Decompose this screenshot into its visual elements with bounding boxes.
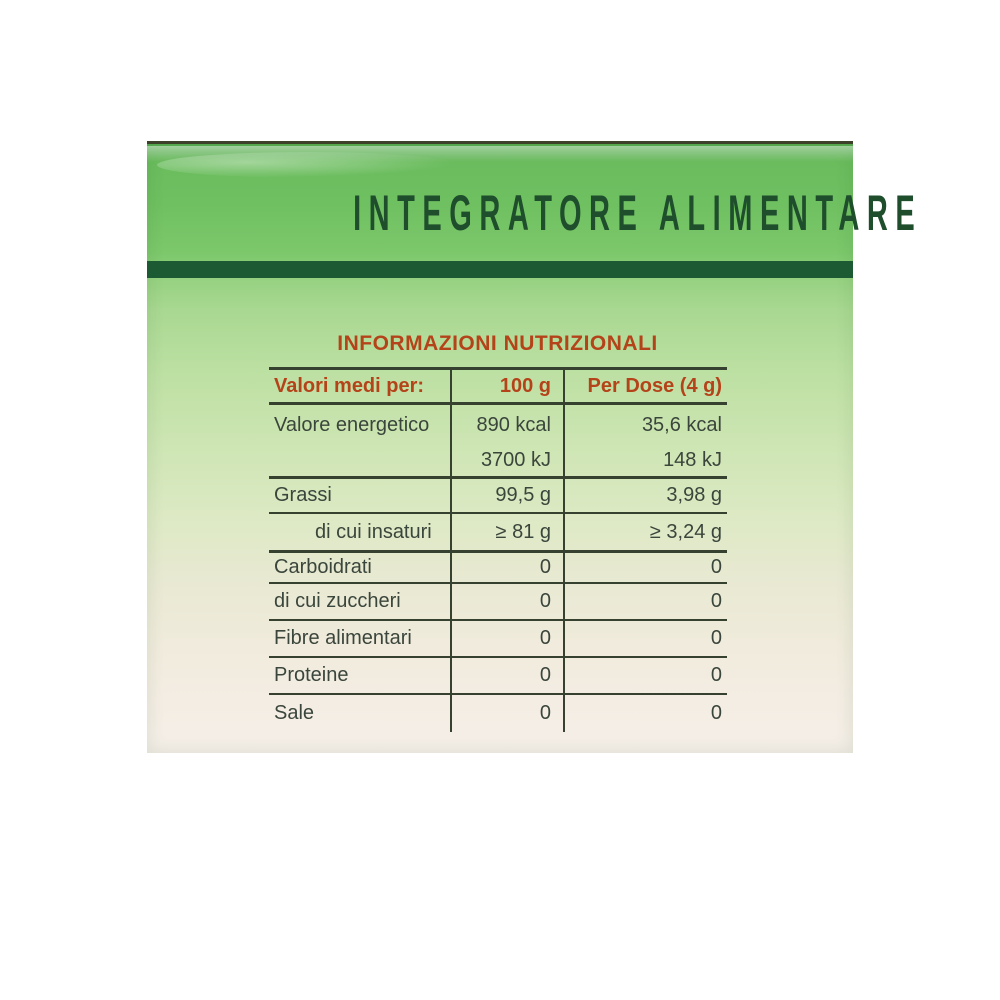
table-row-insaturi: di cui insaturi ≥ 81 g ≥ 3,24 g bbox=[269, 514, 727, 553]
row-per100: 890 kcal 3700 kJ bbox=[452, 405, 565, 476]
value-kj-100g: 3700 kJ bbox=[480, 449, 551, 471]
value-kj-dose: 148 kJ bbox=[663, 449, 722, 471]
row-dose: 0 bbox=[710, 702, 722, 724]
row-per100: 0 bbox=[452, 695, 565, 732]
gloss-highlight bbox=[157, 152, 457, 178]
row-dose: 3,98 g bbox=[666, 484, 722, 506]
row-label: Carboidrati bbox=[269, 553, 452, 582]
nutrition-table: Valori medi per: 100 g Per Dose (4 g) Va… bbox=[269, 367, 727, 732]
table-row-zuccheri: di cui zuccheri 0 0 bbox=[269, 584, 727, 621]
table-row-energy: Valore energetico 890 kcal 3700 kJ 35,6 … bbox=[269, 405, 727, 479]
row-per100: 0 bbox=[452, 584, 565, 619]
nutrition-section-title: INFORMAZIONI NUTRIZIONALI bbox=[337, 332, 658, 355]
gloss-highlight bbox=[147, 146, 853, 162]
header-per100: 100 g bbox=[452, 370, 565, 402]
page-title: INTEGRATORE ALIMENTARE bbox=[147, 188, 915, 238]
table-header-row: Valori medi per: 100 g Per Dose (4 g) bbox=[269, 370, 727, 405]
row-per100: 0 bbox=[452, 621, 565, 656]
row-dose: 0 bbox=[710, 556, 722, 578]
value-kcal-dose: 35,6 kcal bbox=[641, 414, 722, 436]
row-label: Grassi bbox=[269, 479, 452, 512]
row-dose: 0 bbox=[710, 590, 722, 612]
table-row-sale: Sale 0 0 bbox=[269, 695, 727, 732]
dark-green-stripe bbox=[147, 261, 853, 278]
row-label: Sale bbox=[269, 695, 452, 732]
row-label-text: Valore energetico bbox=[274, 414, 430, 436]
row-dose: ≥ 3,24 g bbox=[649, 520, 722, 543]
row-per100: ≥ 81 g bbox=[452, 514, 565, 550]
row-label: di cui zuccheri bbox=[269, 584, 452, 619]
table-row-proteine: Proteine 0 0 bbox=[269, 658, 727, 695]
row-dose: 0 bbox=[710, 664, 722, 686]
row-label: Valore energetico bbox=[269, 405, 452, 476]
page-title-text: INTEGRATORE ALIMENTARE bbox=[353, 185, 923, 241]
row-per100: 0 bbox=[452, 658, 565, 693]
value-kcal-100g: 890 kcal bbox=[476, 414, 552, 436]
table-row-carboidrati: Carboidrati 0 0 bbox=[269, 553, 727, 584]
table-row-grassi: Grassi 99,5 g 3,98 g bbox=[269, 479, 727, 514]
table-row-fibre: Fibre alimentari 0 0 bbox=[269, 621, 727, 658]
header-per-dose: Per Dose (4 g) bbox=[587, 374, 722, 397]
row-per100: 0 bbox=[452, 553, 565, 582]
row-label: Proteine bbox=[269, 658, 452, 693]
row-label: di cui insaturi bbox=[269, 514, 452, 550]
row-dose: 35,6 kcal 148 kJ bbox=[565, 405, 727, 476]
row-per100: 99,5 g bbox=[452, 479, 565, 512]
header-label: Valori medi per: bbox=[269, 370, 452, 402]
row-label: Fibre alimentari bbox=[269, 621, 452, 656]
row-dose: 0 bbox=[710, 627, 722, 649]
supplement-box-panel: INTEGRATORE ALIMENTARE INFORMAZIONI NUTR… bbox=[147, 141, 915, 753]
